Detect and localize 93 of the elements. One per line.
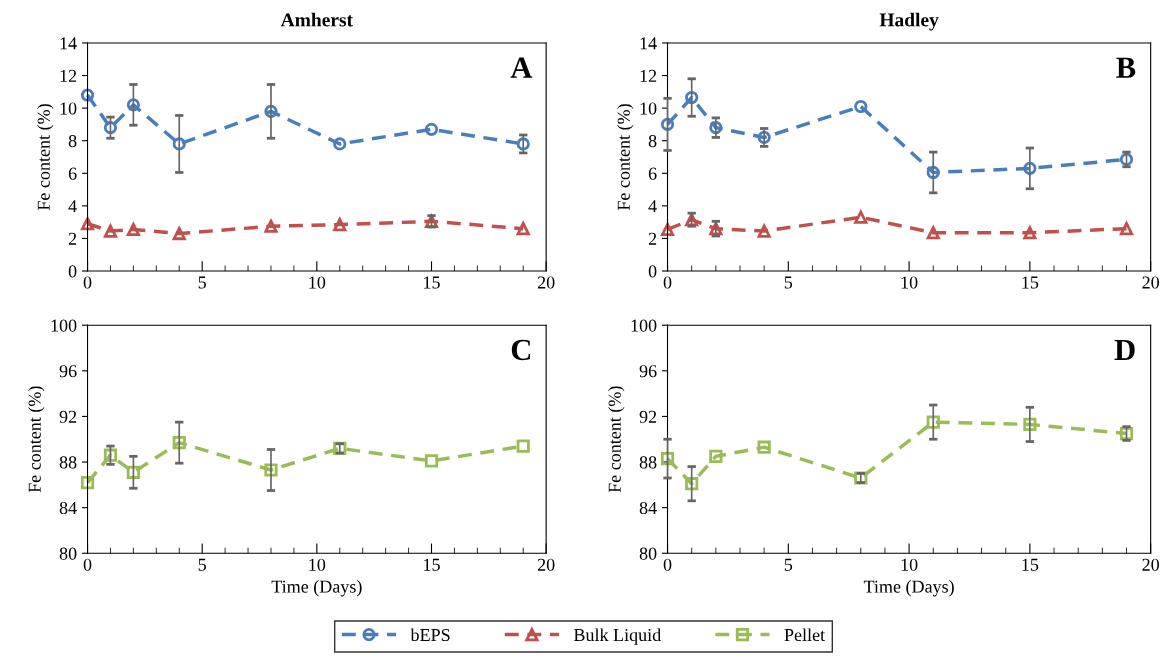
point <box>516 222 530 236</box>
x-axis-title: Time (Days) <box>863 580 954 597</box>
y-tick-label: 100 <box>631 319 657 332</box>
y-tick-label: 92 <box>639 410 657 423</box>
point <box>103 224 118 238</box>
y-tick-label: 84 <box>639 501 657 515</box>
y-tick-label: 8 <box>68 134 77 148</box>
point <box>126 222 140 237</box>
annotation: B <box>1116 57 1136 78</box>
x-tick-label: 5 <box>198 558 206 571</box>
y-tick-label: 84 <box>59 501 77 515</box>
y-axis-title: Fe content (%) <box>617 104 634 211</box>
x-tick-label: 20 <box>537 276 555 289</box>
x-tick-label: 5 <box>784 558 793 571</box>
point <box>424 454 439 468</box>
point <box>333 137 347 151</box>
point <box>264 219 278 233</box>
y-tick-label: 4 <box>648 200 657 213</box>
point <box>709 449 723 463</box>
legend-label: bEPS <box>410 628 450 642</box>
x-tick-label: 20 <box>537 558 555 571</box>
point <box>516 439 530 453</box>
y-tick-label: 0 <box>68 265 77 278</box>
y-tick-label: 2 <box>648 232 657 245</box>
x-tick-label: 15 <box>1022 276 1039 289</box>
y-tick-label: 14 <box>60 37 77 50</box>
x-axis-title: Time (Days) <box>271 580 362 597</box>
annotation: D <box>1114 339 1135 360</box>
x-tick-label: 20 <box>1142 558 1159 571</box>
point <box>126 465 140 479</box>
y-tick-label: 14 <box>640 37 657 50</box>
point <box>854 210 868 224</box>
point <box>172 226 186 241</box>
point <box>1023 226 1037 240</box>
point <box>926 226 940 240</box>
y-tick-label: 96 <box>59 365 77 378</box>
point <box>854 99 868 114</box>
y-tick-label: 10 <box>640 102 657 115</box>
point <box>757 440 771 454</box>
point <box>333 217 347 232</box>
y-tick-label: 96 <box>639 365 657 378</box>
point <box>172 436 186 450</box>
x-tick-label: 0 <box>663 558 672 571</box>
point <box>685 477 699 491</box>
y-tick-label: 10 <box>60 102 77 115</box>
legend-label: Bulk Liquid <box>573 628 661 645</box>
chart-title: Hadley <box>879 12 939 31</box>
y-tick-label: 0 <box>648 265 657 278</box>
y-tick-label: 88 <box>59 456 77 469</box>
point <box>660 222 675 237</box>
point <box>264 463 278 477</box>
y-tick-label: 12 <box>60 69 77 82</box>
point <box>660 452 675 466</box>
point <box>103 448 118 462</box>
point <box>926 415 940 429</box>
y-tick-label: 2 <box>68 232 77 245</box>
x-tick-label: 0 <box>663 276 672 289</box>
x-tick-label: 20 <box>1142 276 1159 289</box>
point <box>1023 417 1037 432</box>
x-tick-label: 10 <box>901 276 918 289</box>
point <box>80 217 95 231</box>
x-tick-label: 0 <box>83 276 92 289</box>
y-axis-title: Fe content (%) <box>608 386 625 493</box>
y-tick-label: 4 <box>68 200 77 213</box>
annotation: A <box>510 57 533 78</box>
x-tick-label: 0 <box>83 558 92 571</box>
x-tick-label: 5 <box>198 276 206 289</box>
point <box>1119 222 1134 236</box>
y-axis-title: Fe content (%) <box>28 386 45 493</box>
x-tick-label: 10 <box>309 558 326 571</box>
y-tick-label: 6 <box>648 167 657 180</box>
legend-label: Pellet <box>784 628 825 642</box>
point <box>80 475 95 490</box>
y-axis-title: Fe content (%) <box>37 104 54 211</box>
y-tick-label: 8 <box>648 134 657 148</box>
x-tick-label: 15 <box>424 276 440 289</box>
point <box>424 122 439 136</box>
point <box>757 224 771 238</box>
x-tick-label: 10 <box>901 558 918 571</box>
y-tick-label: 6 <box>68 167 77 180</box>
x-tick-label: 15 <box>424 558 440 571</box>
chart-title: Amherst <box>280 12 353 27</box>
y-tick-label: 92 <box>59 410 77 423</box>
x-tick-label: 15 <box>1022 558 1039 571</box>
x-tick-label: 5 <box>784 276 793 289</box>
y-tick-label: 80 <box>59 547 77 560</box>
point <box>80 88 95 102</box>
y-tick-label: 80 <box>639 547 657 560</box>
annotation: C <box>511 339 531 361</box>
x-tick-label: 10 <box>309 276 326 289</box>
y-tick-label: 100 <box>51 319 77 332</box>
y-tick-label: 88 <box>639 456 657 469</box>
y-tick-label: 12 <box>640 69 657 82</box>
